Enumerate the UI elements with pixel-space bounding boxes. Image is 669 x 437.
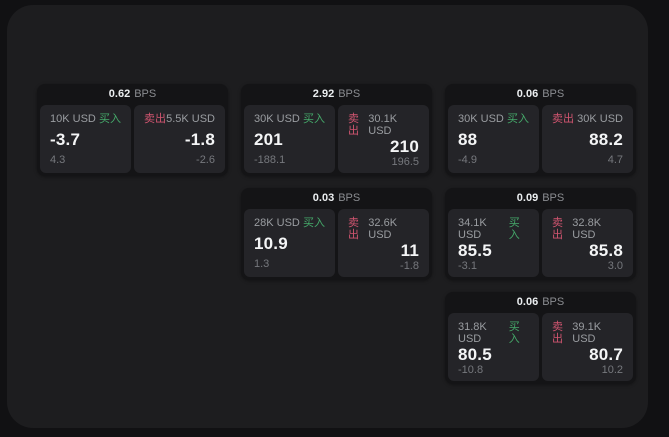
- sell-side-label: 卖出: [348, 113, 359, 137]
- bps-unit-label: BPS: [134, 88, 157, 100]
- buy-quote-tile[interactable]: 31.8K USD 买入 80.5 -10.8: [448, 313, 539, 381]
- buy-side-label: 买入: [303, 217, 325, 229]
- buy-delta: -10.8: [458, 364, 484, 376]
- sell-size: 30.1K USD: [368, 113, 398, 137]
- buy-price: 10.9: [254, 234, 288, 253]
- sell-side-label: 卖出: [552, 217, 563, 241]
- bps-value: 2.92: [312, 88, 335, 100]
- buy-delta: -4.9: [458, 154, 477, 166]
- quote-card: 0.06 BPS 31.8K USD 买入 80.5 -10.8 卖出 39.1…: [445, 292, 636, 384]
- sell-quote-tile[interactable]: 卖出 30.1K USD 210 196.5: [338, 105, 429, 173]
- sell-side-label: 卖出: [348, 217, 359, 241]
- sell-delta: 196.5: [391, 156, 419, 168]
- buy-side-label: 买入: [507, 113, 529, 125]
- sell-size: 30K USD: [577, 113, 623, 125]
- sell-side-label: 卖出: [552, 321, 563, 345]
- buy-delta: -188.1: [254, 154, 286, 166]
- quote-card: 0.06 BPS 30K USD 买入 88 -4.9 卖出 30K USD 8…: [445, 84, 636, 176]
- sell-quote-tile[interactable]: 卖出 32.8K USD 85.8 3.0: [542, 209, 633, 277]
- sell-price: 88.2: [589, 130, 623, 149]
- buy-size: 28K USD: [254, 217, 300, 229]
- buy-side-label: 买入: [508, 321, 520, 345]
- quote-card: 2.92 BPS 30K USD 买入 201 -188.1 卖出 30.1K …: [241, 84, 432, 176]
- sell-side-label: 卖出: [144, 113, 166, 125]
- sell-price: 85.8: [589, 241, 623, 260]
- sell-quote-tile[interactable]: 卖出 30K USD 88.2 4.7: [542, 105, 633, 173]
- bps-value: 0.06: [516, 88, 539, 100]
- buy-delta: 4.3: [50, 154, 66, 166]
- card-header: 0.62 BPS: [40, 84, 225, 105]
- buy-quote-tile[interactable]: 28K USD 买入 10.9 1.3: [244, 209, 335, 277]
- bps-value: 0.06: [516, 296, 539, 308]
- card-header: 0.06 BPS: [448, 84, 633, 105]
- sell-price: 80.7: [589, 345, 623, 364]
- buy-size: 34.1K USD: [458, 217, 487, 241]
- card-header: 2.92 BPS: [244, 84, 429, 105]
- sell-size: 5.5K USD: [166, 113, 215, 125]
- card-header: 0.03 BPS: [244, 188, 429, 209]
- sell-size: 32.8K USD: [572, 217, 602, 241]
- quote-card: 0.09 BPS 34.1K USD 买入 85.5 -3.1 卖出 32.8K…: [445, 188, 636, 280]
- sell-delta: -1.8: [400, 260, 419, 272]
- buy-price: 85.5: [458, 241, 492, 260]
- buy-size: 10K USD: [50, 113, 96, 125]
- quote-card: 0.03 BPS 28K USD 买入 10.9 1.3 卖出 32.6K US…: [241, 188, 432, 280]
- card-header: 0.09 BPS: [448, 188, 633, 209]
- bps-unit-label: BPS: [338, 192, 361, 204]
- buy-size: 31.8K USD: [458, 321, 487, 345]
- sell-side-label: 卖出: [552, 113, 574, 125]
- buy-price: 201: [254, 130, 283, 149]
- quote-card-grid: 0.62 BPS 10K USD 买入 -3.7 4.3 卖出 5.5K USD…: [37, 84, 636, 384]
- sell-delta: 10.2: [601, 364, 623, 376]
- buy-side-label: 买入: [99, 113, 121, 125]
- buy-delta: -3.1: [458, 260, 477, 272]
- bps-unit-label: BPS: [542, 192, 565, 204]
- bps-value: 0.03: [312, 192, 335, 204]
- buy-quote-tile[interactable]: 30K USD 买入 201 -188.1: [244, 105, 335, 173]
- sell-size: 32.6K USD: [368, 217, 398, 241]
- buy-price: 88: [458, 130, 478, 149]
- buy-size: 30K USD: [458, 113, 504, 125]
- bps-unit-label: BPS: [338, 88, 361, 100]
- buy-quote-tile[interactable]: 34.1K USD 买入 85.5 -3.1: [448, 209, 539, 277]
- buy-delta: 1.3: [254, 258, 270, 270]
- sell-delta: 4.7: [607, 154, 623, 166]
- buy-side-label: 买入: [508, 217, 520, 241]
- sell-size: 39.1K USD: [572, 321, 602, 345]
- sell-quote-tile[interactable]: 卖出 39.1K USD 80.7 10.2: [542, 313, 633, 381]
- sell-quote-tile[interactable]: 卖出 32.6K USD 11 -1.8: [338, 209, 429, 277]
- buy-price: 80.5: [458, 345, 492, 364]
- sell-quote-tile[interactable]: 卖出 5.5K USD -1.8 -2.6: [134, 105, 225, 173]
- quote-card: 0.62 BPS 10K USD 买入 -3.7 4.3 卖出 5.5K USD…: [37, 84, 228, 176]
- bps-value: 0.62: [108, 88, 131, 100]
- sell-delta: -2.6: [196, 154, 215, 166]
- buy-quote-tile[interactable]: 10K USD 买入 -3.7 4.3: [40, 105, 131, 173]
- sell-price: -1.8: [184, 130, 215, 149]
- bps-unit-label: BPS: [542, 296, 565, 308]
- sell-price: 210: [390, 137, 419, 156]
- buy-quote-tile[interactable]: 30K USD 买入 88 -4.9: [448, 105, 539, 173]
- sell-price: 11: [400, 241, 419, 260]
- buy-size: 30K USD: [254, 113, 300, 125]
- bps-unit-label: BPS: [542, 88, 565, 100]
- buy-price: -3.7: [50, 130, 81, 149]
- sell-delta: 3.0: [607, 260, 623, 272]
- buy-side-label: 买入: [303, 113, 325, 125]
- card-header: 0.06 BPS: [448, 292, 633, 313]
- bps-value: 0.09: [516, 192, 539, 204]
